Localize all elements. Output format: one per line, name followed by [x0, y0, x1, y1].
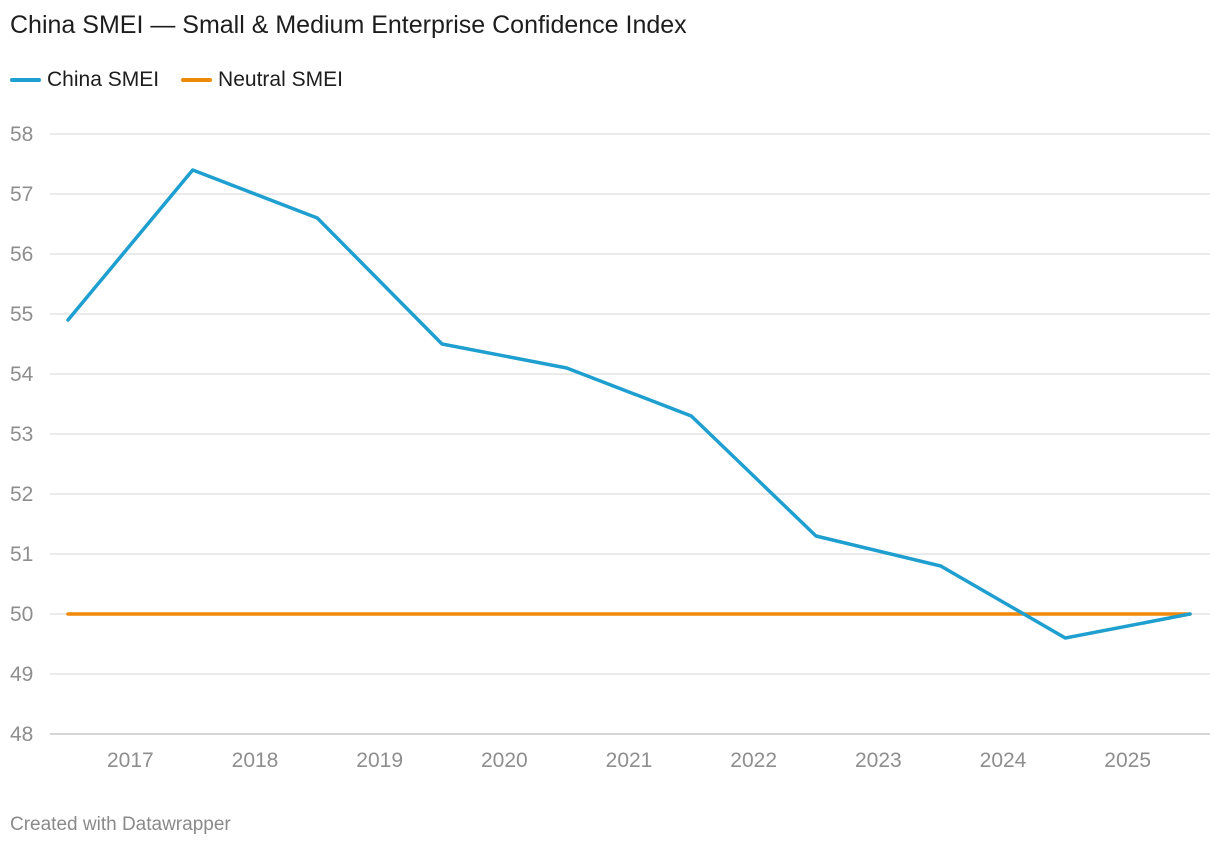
footer-credit: Created with Datawrapper	[10, 814, 231, 835]
y-tick-label: 49	[10, 663, 33, 686]
series-line-china-smei	[66, 168, 1192, 640]
y-tick-label: 48	[10, 723, 33, 746]
y-tick-label: 53	[10, 423, 33, 446]
y-tick-label: 50	[10, 603, 33, 626]
y-tick-label: 56	[10, 243, 33, 266]
legend-swatch-neutral-smei	[181, 78, 213, 82]
legend: China SMEI Neutral SMEI	[10, 68, 343, 92]
x-tick-label: 2025	[1104, 749, 1151, 772]
y-tick-label: 52	[10, 483, 33, 506]
x-tick-label: 2019	[356, 749, 403, 772]
y-tick-label: 54	[10, 363, 34, 386]
y-axis-labels: 48 49 50 51 52 53 54 55 56 57 58	[10, 123, 34, 746]
chart-title: China SMEI — Small & Medium Enterprise C…	[10, 11, 687, 39]
x-tick-label: 2018	[232, 749, 279, 772]
y-tick-label: 51	[10, 543, 33, 566]
x-tick-label: 2021	[606, 749, 653, 772]
x-tick-label: 2022	[730, 749, 777, 772]
x-tick-label: 2020	[481, 749, 528, 772]
series-layer	[66, 168, 1192, 640]
legend-item-neutral-smei: Neutral SMEI	[181, 68, 343, 92]
legend-label-china-smei: China SMEI	[47, 68, 160, 91]
legend-swatch-china-smei	[10, 78, 41, 82]
y-tick-label: 58	[10, 123, 33, 146]
legend-label-neutral-smei: Neutral SMEI	[218, 68, 343, 91]
x-tick-label: 2024	[980, 749, 1027, 772]
x-tick-label: 2023	[855, 749, 902, 772]
x-tick-label: 2017	[107, 749, 154, 772]
y-tick-label: 55	[10, 303, 33, 326]
x-axis-labels: 2017 2018 2019 2020 2021 2022 2023 2024 2025	[107, 749, 1151, 772]
grid-layer	[50, 133, 1210, 735]
legend-item-china-smei: China SMEI	[10, 68, 159, 92]
y-tick-label: 57	[10, 183, 33, 206]
